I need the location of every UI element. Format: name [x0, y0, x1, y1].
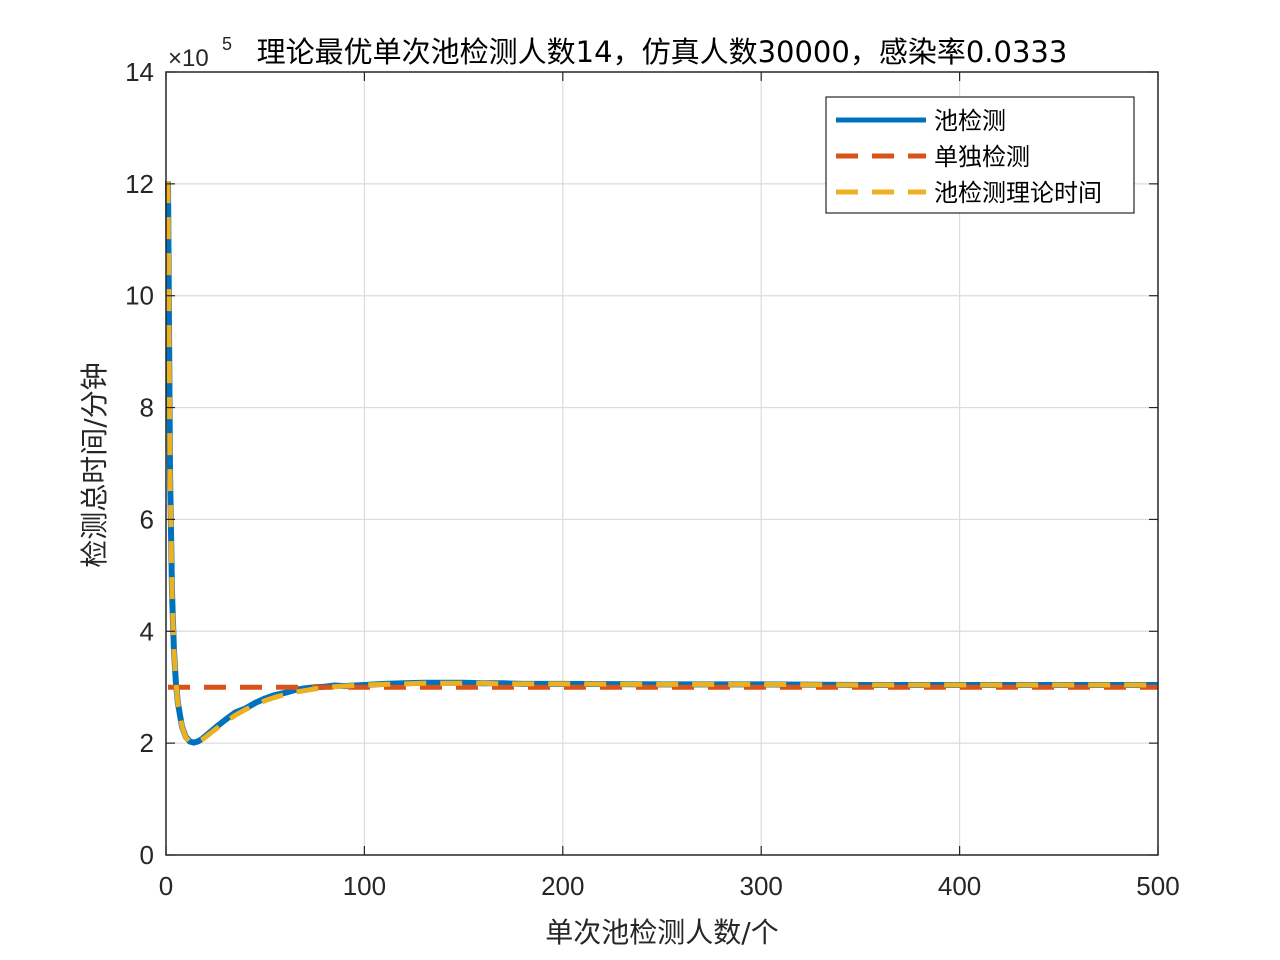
x-tick-label: 0: [159, 871, 173, 901]
y-tick-label: 4: [140, 616, 154, 646]
y-tick-label: 2: [140, 728, 154, 758]
y-axis-ticks: 0 2 4 6 8 10 12 14: [125, 57, 1158, 870]
series-layer: [165, 181, 1158, 746]
series-line-pool-theory: [165, 181, 1158, 746]
y-tick-label: 6: [140, 504, 154, 534]
x-tick-label: 500: [1136, 871, 1179, 901]
x-axis-label: 单次池检测人数/个: [545, 916, 778, 949]
chart-title: 理论最优单次池检测人数14，仿真人数30000，感染率0.0333: [257, 35, 1068, 69]
y-tick-label: 14: [125, 57, 154, 87]
y-exponent-power: 5: [222, 34, 232, 54]
y-tick-label: 10: [125, 281, 154, 311]
legend-label-theory: 池检测理论时间: [934, 179, 1102, 207]
grid: [166, 72, 1158, 855]
x-tick-label: 100: [343, 871, 386, 901]
y-exponent-label: ×10: [168, 45, 209, 72]
x-tick-label: 400: [938, 871, 981, 901]
plot-frame: [165, 71, 1159, 856]
legend: 池检测 单独检测 池检测理论时间: [825, 96, 1135, 214]
y-axis-label: 检测总时间/分钟: [78, 362, 111, 567]
x-axis-ticks: 0 100 200 300 400 500: [159, 72, 1180, 901]
legend-label-pool: 池检测: [934, 107, 1006, 135]
y-tick-label: 0: [140, 840, 154, 870]
legend-label-individual: 单独检测: [934, 143, 1030, 171]
x-tick-label: 300: [740, 871, 783, 901]
y-tick-label: 8: [140, 393, 154, 423]
x-tick-label: 200: [541, 871, 584, 901]
y-tick-label: 12: [125, 169, 154, 199]
